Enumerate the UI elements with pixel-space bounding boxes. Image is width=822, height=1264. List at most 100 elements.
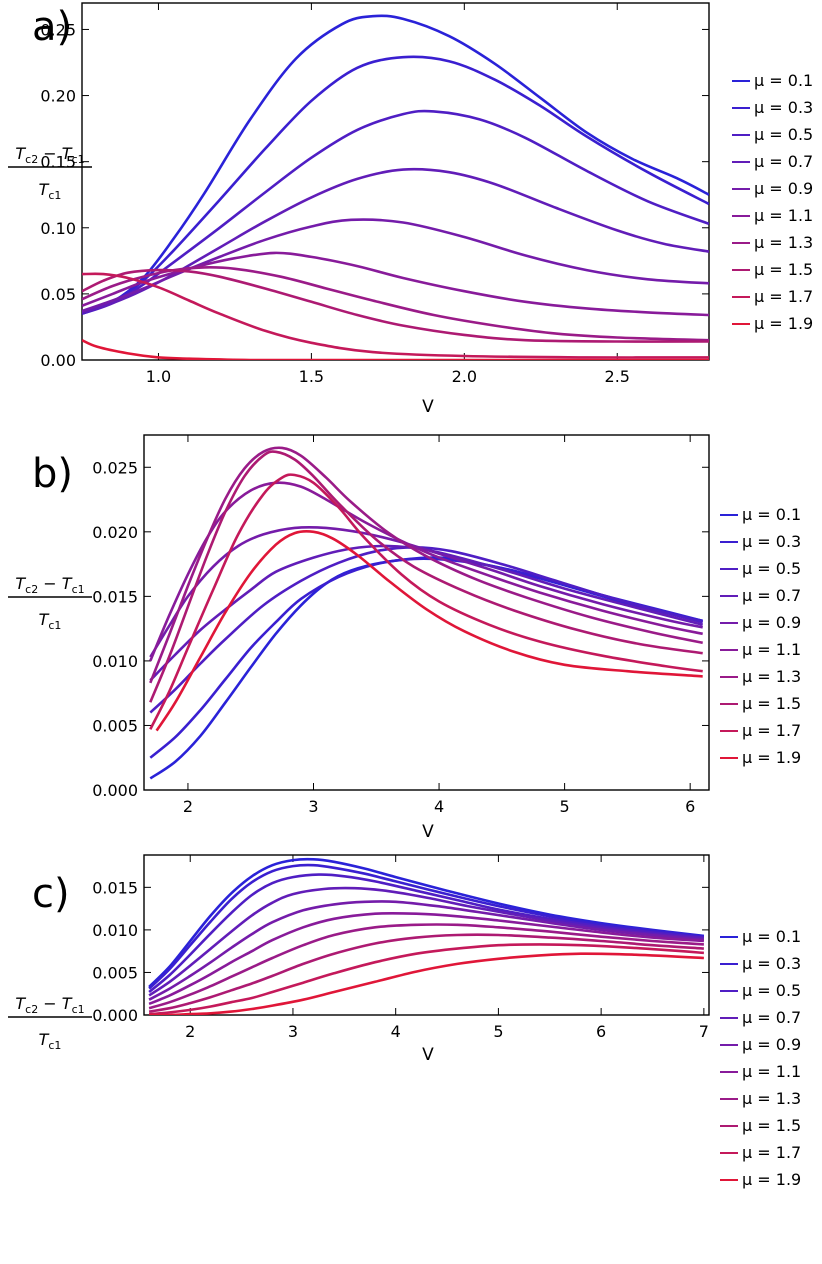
y-axis-label-numerator: Tc2 − Tc1 <box>15 574 84 596</box>
series-line-4 <box>82 218 709 313</box>
legend-entry: μ = 0.7 <box>742 1008 801 1027</box>
legend-entry: μ = 0.5 <box>754 125 813 144</box>
legend-entry: μ = 0.7 <box>754 152 813 171</box>
y-label-part: T <box>15 994 26 1013</box>
series-line-1 <box>148 863 705 990</box>
series-line-3 <box>149 544 704 682</box>
series-line-5 <box>82 251 709 317</box>
legend-entry: μ = 1.9 <box>742 748 801 767</box>
series-line-5 <box>148 911 704 1006</box>
x-tick-label: 5 <box>560 797 570 816</box>
y-label-part: − <box>38 144 62 163</box>
y-tick-label: 0.005 <box>92 716 138 735</box>
legend-entry: μ = 0.3 <box>742 532 801 551</box>
series-line-4 <box>149 525 703 658</box>
y-tick-label: 0.010 <box>92 652 138 671</box>
x-tick-label: 2 <box>183 797 193 816</box>
panel-label: b) <box>32 451 73 497</box>
plot-frame <box>143 434 710 791</box>
legend-entry: μ = 1.1 <box>742 640 801 659</box>
x-tick-label: 1.5 <box>299 367 324 386</box>
y-tick-label: 0.025 <box>92 458 138 477</box>
legend-entry: μ = 1.9 <box>754 314 813 333</box>
y-label-part: c1 <box>48 1039 61 1052</box>
y-tick-label: 0.010 <box>92 921 138 940</box>
y-label-part: T <box>15 574 26 593</box>
y-tick-label: 0.25 <box>40 20 76 39</box>
y-tick-label: 0.000 <box>92 781 138 800</box>
series-line-5 <box>149 481 703 662</box>
y-tick-label: 0.005 <box>92 963 138 982</box>
y-tick-label: 0.00 <box>40 351 76 370</box>
series-line-4 <box>148 900 705 1001</box>
y-axis-label-denominator: Tc1 <box>39 1030 62 1052</box>
panel-label: a) <box>32 4 72 50</box>
legend-entry: μ = 1.3 <box>742 1089 801 1108</box>
y-label-part: − <box>38 574 62 593</box>
series-line-3 <box>82 167 709 314</box>
x-axis-label: V <box>422 822 434 842</box>
series-line-6 <box>148 923 704 1010</box>
x-axis-label: V <box>422 397 434 417</box>
plot-frame <box>143 854 710 1016</box>
series-line-8 <box>149 943 704 1015</box>
legend-entry: μ = 1.7 <box>742 721 801 740</box>
y-label-part: c1 <box>72 583 85 596</box>
legend-entry: μ = 0.5 <box>742 559 801 578</box>
y-tick-label: 0.000 <box>92 1006 138 1025</box>
series-line-7 <box>82 268 709 343</box>
x-tick-label: 2 <box>185 1022 195 1041</box>
legend-entry: μ = 1.1 <box>754 206 813 225</box>
chart-panel-a: 1.0 1.5 2.0 2.50.000.050.100.150.200.25a)VT… <box>8 2 813 417</box>
legend-entry: μ = 1.1 <box>742 1062 801 1081</box>
y-axis-label-numerator: Tc2 − Tc1 <box>15 144 84 166</box>
x-tick-label: 1.0 <box>146 367 171 386</box>
y-label-part: T <box>15 144 26 163</box>
series-line-8 <box>149 473 703 730</box>
x-tick-label: 2.5 <box>605 367 630 386</box>
y-tick-label: 0.10 <box>40 219 76 238</box>
legend-entry: μ = 0.3 <box>754 98 813 117</box>
x-tick-label: 6 <box>685 797 695 816</box>
series-line-0 <box>82 14 709 315</box>
y-label-part: T <box>62 574 73 593</box>
y-label-part: c1 <box>48 189 61 202</box>
y-label-part: T <box>39 180 50 199</box>
series-line-9 <box>155 530 703 732</box>
legend-entry: μ = 1.3 <box>754 233 813 252</box>
y-label-part: − <box>38 994 62 1013</box>
y-tick-label: 0.020 <box>92 523 138 542</box>
series-line-3 <box>148 886 705 997</box>
y-label-part: c2 <box>25 1003 38 1016</box>
x-tick-label: 6 <box>596 1022 606 1041</box>
chart-panel-b: 2 3 4 5 6 0.000 0.005 0.010 0.015 0.020 0.025 b) V Tc… <box>8 434 801 842</box>
x-tick-label: 4 <box>391 1022 401 1041</box>
legend-entry: μ = 0.9 <box>742 1035 801 1054</box>
series-line-7 <box>148 933 704 1013</box>
legend-entry: μ = 1.9 <box>742 1170 801 1189</box>
x-tick-label: 4 <box>434 797 444 816</box>
legend-entry: μ = 0.7 <box>742 586 801 605</box>
y-label-part: c1 <box>48 619 61 632</box>
legend-entry: μ = 1.5 <box>742 1116 801 1135</box>
series-line-2 <box>82 109 709 315</box>
y-label-part: c1 <box>72 153 85 166</box>
legend-entry: μ = 0.1 <box>754 71 813 90</box>
y-axis-label-denominator: Tc1 <box>39 180 62 202</box>
legend-entry: μ = 0.1 <box>742 505 801 524</box>
y-label-part: c1 <box>72 1003 85 1016</box>
y-tick-label: 0.20 <box>40 87 76 106</box>
x-tick-label: 3 <box>308 797 318 816</box>
y-label-part: T <box>62 994 73 1013</box>
series-line-0 <box>148 857 705 988</box>
legend-entry: μ = 0.1 <box>742 927 801 946</box>
series-line-7 <box>149 450 703 703</box>
legend-entry: μ = 1.3 <box>742 667 801 686</box>
x-tick-label: 2.0 <box>452 367 477 386</box>
y-label-part: c2 <box>25 583 38 596</box>
x-tick-label: 7 <box>699 1022 709 1041</box>
y-label-part: T <box>39 1030 50 1049</box>
legend-entry: μ = 0.9 <box>754 179 813 198</box>
legend-entry: μ = 1.7 <box>754 287 813 306</box>
